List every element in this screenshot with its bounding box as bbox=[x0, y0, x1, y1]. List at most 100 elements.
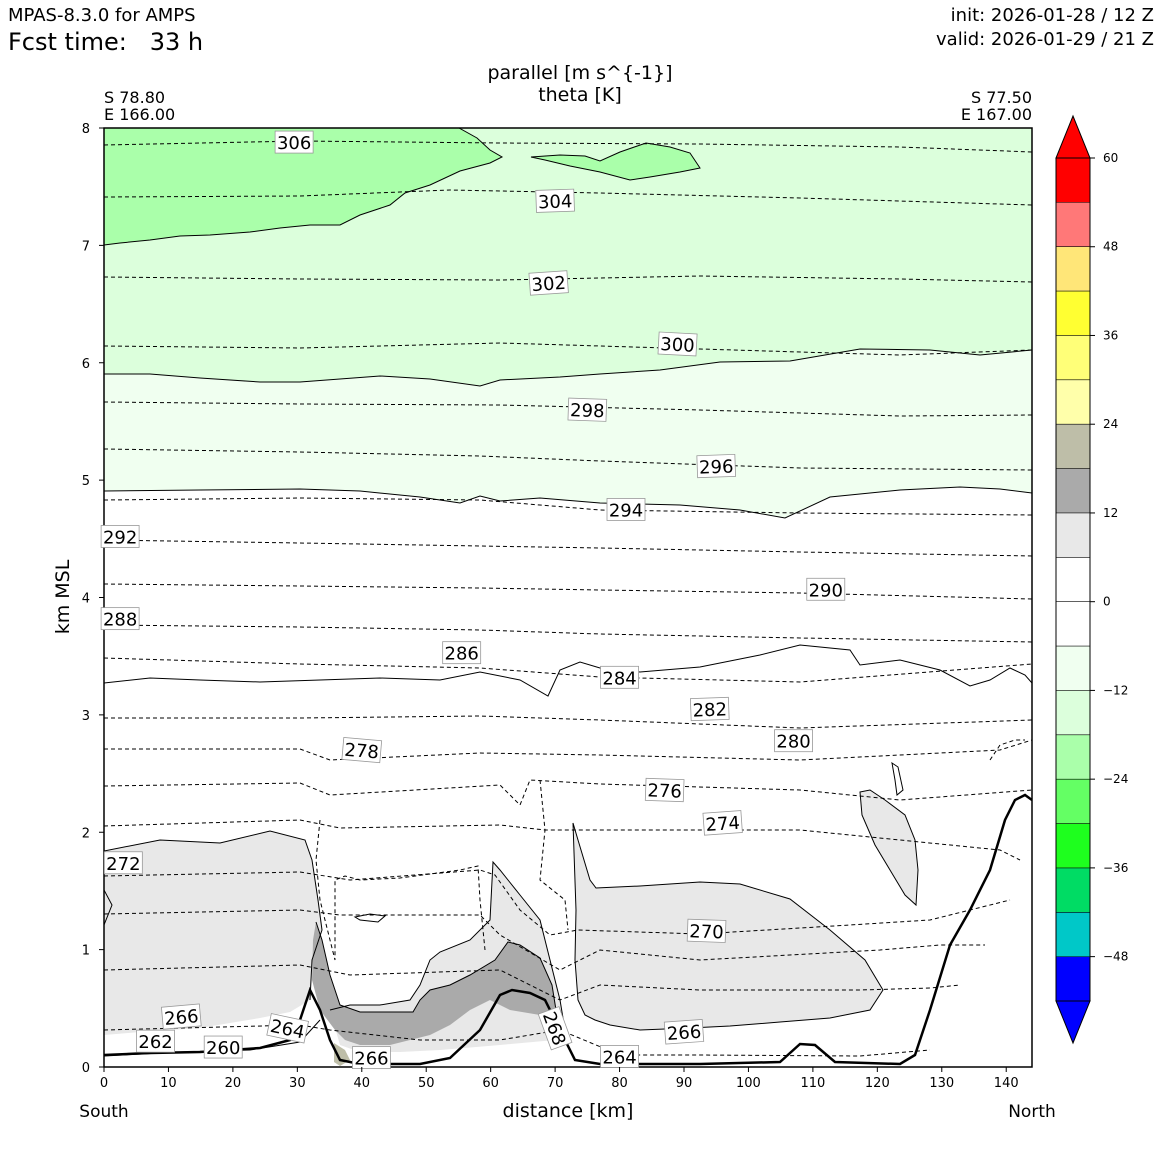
colorbar-tick-label: 12 bbox=[1103, 506, 1118, 520]
theta-label: 280 bbox=[774, 729, 813, 753]
colorbar-segment bbox=[1056, 823, 1090, 868]
theta-label-box bbox=[806, 577, 846, 601]
y-tick-label: 6 bbox=[82, 357, 90, 372]
theta-label: 300 bbox=[657, 331, 698, 357]
forecast-time: Fcst time: 33 h bbox=[8, 28, 203, 56]
theta-label-text: 260 bbox=[206, 1038, 240, 1059]
theta-label-box bbox=[203, 1035, 243, 1059]
colorbar-tick-label: 24 bbox=[1103, 417, 1118, 431]
theta-label-text: 296 bbox=[699, 456, 734, 478]
x-tick-label: 130 bbox=[929, 1076, 954, 1091]
y-tick-label: 5 bbox=[82, 474, 90, 489]
theta-label: 304 bbox=[535, 188, 575, 213]
forecast-time-value: 33 h bbox=[149, 28, 204, 56]
x-axis: 0 10 20 30 40 50 60 70 80 90 100 110 120 130 140 bbox=[100, 1067, 1019, 1091]
x-tick-label: 60 bbox=[482, 1076, 499, 1091]
left-end-lat: S 78.80 bbox=[104, 88, 165, 107]
theta-label-box bbox=[100, 525, 140, 548]
colorbar-tick-label: 36 bbox=[1103, 328, 1118, 342]
theta-label-box bbox=[352, 1046, 391, 1070]
theta-label-box bbox=[663, 1019, 705, 1045]
forecast-time-label: Fcst time: bbox=[8, 28, 127, 56]
theta-label-text: 290 bbox=[809, 580, 843, 601]
y-tick-label: 0 bbox=[82, 1061, 90, 1076]
colorbar-segment bbox=[1056, 291, 1090, 336]
y-tick-label: 3 bbox=[82, 709, 90, 724]
theta-label-text: 300 bbox=[660, 334, 695, 357]
theta-label: 282 bbox=[689, 696, 730, 722]
x-axis-label: distance [km] bbox=[503, 1100, 634, 1122]
theta-label-box bbox=[702, 810, 743, 836]
theta-label: 274 bbox=[702, 810, 743, 836]
colorbar-segment bbox=[1056, 424, 1090, 469]
theta-label-box bbox=[689, 696, 730, 722]
colorbar-segment bbox=[1056, 379, 1090, 425]
colorbar-frame bbox=[1055, 157, 1091, 1002]
colorbar-tick-label: 60 bbox=[1103, 151, 1118, 165]
right-end-direction: North bbox=[1008, 1102, 1056, 1122]
x-tick-label: 100 bbox=[736, 1076, 761, 1091]
theta-label-box bbox=[528, 270, 569, 296]
theta-label: 296 bbox=[696, 453, 737, 479]
theta-label-text: 266 bbox=[163, 1006, 199, 1030]
theta-label-box bbox=[161, 1003, 202, 1030]
colorbar-segment bbox=[1056, 779, 1090, 824]
x-tick-label: 70 bbox=[547, 1076, 564, 1091]
theta-label-text: 274 bbox=[705, 813, 741, 836]
theta-label: 266 bbox=[663, 1019, 705, 1045]
theta-label-text: 264 bbox=[602, 1047, 636, 1068]
y-axis-label: km MSL bbox=[52, 559, 74, 634]
colorbar-segment bbox=[1056, 335, 1090, 380]
theta-label-box bbox=[567, 397, 608, 422]
colorbar-segment bbox=[1056, 690, 1090, 735]
theta-label-box bbox=[696, 453, 737, 479]
y-axis: 0 1 2 3 4 5 6 7 8 bbox=[82, 122, 104, 1076]
theta-label-text: 270 bbox=[689, 921, 724, 943]
theta-label: 266 bbox=[161, 1003, 202, 1030]
colorbar-segment bbox=[1056, 512, 1090, 558]
theta-label-text: 304 bbox=[538, 191, 573, 213]
right-end-lat: S 77.50 bbox=[971, 88, 1032, 107]
theta-label-text: 280 bbox=[776, 732, 810, 753]
shade-green-patch bbox=[531, 143, 700, 180]
theta-label-text: 306 bbox=[277, 133, 311, 154]
colorbar-segment bbox=[1056, 158, 1090, 203]
shade-very-light-green bbox=[104, 349, 1032, 518]
left-end-direction: South bbox=[79, 1102, 128, 1122]
theta-label-box bbox=[341, 737, 383, 764]
x-tick-label: 140 bbox=[994, 1076, 1019, 1091]
theta-label-text: 266 bbox=[354, 1049, 388, 1070]
theta-label-text: 262 bbox=[138, 1032, 172, 1053]
theta-label-box bbox=[644, 777, 685, 803]
theta-label: 276 bbox=[644, 777, 685, 803]
colorbar-segment bbox=[1056, 202, 1090, 247]
theta-label-text: 272 bbox=[106, 854, 140, 875]
x-tick-label: 10 bbox=[160, 1076, 177, 1091]
x-tick-label: 110 bbox=[800, 1076, 825, 1091]
theta-label-box bbox=[266, 1013, 310, 1044]
theta-label: 260 bbox=[203, 1035, 243, 1059]
theta-label: 278 bbox=[341, 737, 383, 764]
theta-label-box bbox=[606, 498, 646, 521]
x-tick-label: 80 bbox=[611, 1076, 628, 1091]
theta-label: 294 bbox=[606, 498, 646, 521]
theta-label: 288 bbox=[100, 607, 140, 631]
x-tick-label: 20 bbox=[225, 1076, 242, 1091]
colorbar-segment bbox=[1056, 734, 1090, 780]
y-tick-label: 1 bbox=[82, 944, 90, 959]
theta-label-text: 292 bbox=[103, 527, 137, 548]
theta-label: 262 bbox=[136, 1029, 175, 1053]
theta-label-text: 302 bbox=[531, 273, 567, 296]
shade-grey-west bbox=[104, 831, 322, 1035]
theta-label-box bbox=[774, 729, 813, 753]
theta-label: 302 bbox=[528, 270, 569, 296]
colorbar-segment bbox=[1056, 912, 1090, 957]
theta-label-text: 298 bbox=[570, 400, 605, 422]
colorbar-segment bbox=[1056, 646, 1090, 691]
theta-labels: 306 304 302 300 298 296 294 292 290 288 286 284 282 2… bbox=[100, 130, 846, 1070]
theta-label-box bbox=[136, 1029, 175, 1053]
colorbar-tick-label: −24 bbox=[1103, 772, 1128, 786]
theta-label-box bbox=[274, 130, 314, 154]
colorbar-tick-label: 48 bbox=[1103, 240, 1118, 254]
